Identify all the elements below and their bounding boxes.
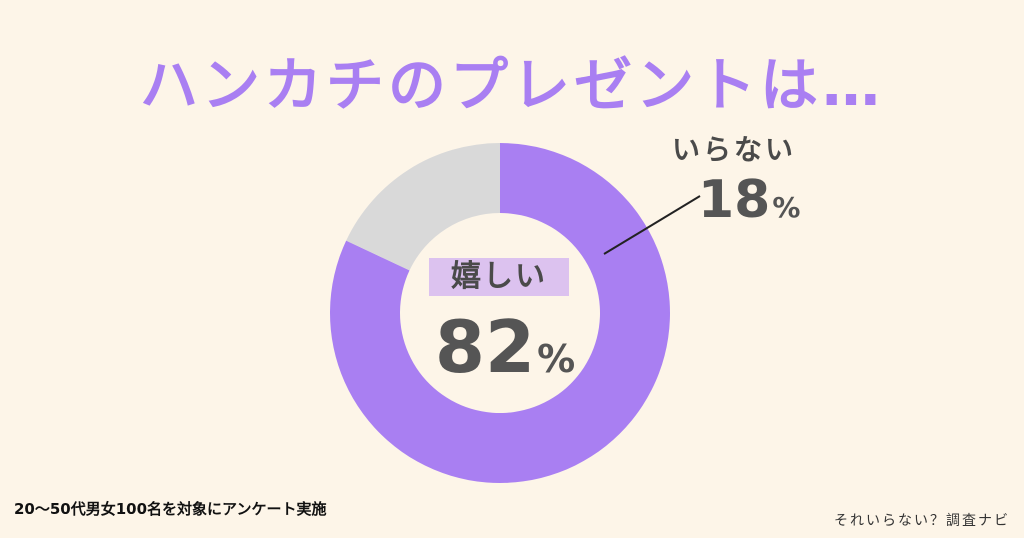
survey-footnote: 20〜50代男女100名を対象にアンケート実施 [14, 500, 327, 518]
main-value-label: 82% [420, 305, 590, 389]
source-credit: それいらない？調査ナビ [834, 513, 1010, 529]
chart-title: ハンカチのプレゼントは… [139, 51, 884, 119]
secondary-category-label: いらない [672, 133, 797, 166]
secondary-value-unit: % [772, 191, 801, 224]
main-value-number: 82 [434, 305, 536, 389]
secondary-value-number: 18 [698, 170, 771, 230]
secondary-value-label: 18% [698, 170, 818, 230]
slice-1 [346, 143, 500, 271]
leader-line [603, 195, 701, 255]
slice-0 [330, 143, 670, 484]
main-value-unit: % [537, 337, 576, 381]
main-category-label: 嬉しい [429, 258, 569, 296]
